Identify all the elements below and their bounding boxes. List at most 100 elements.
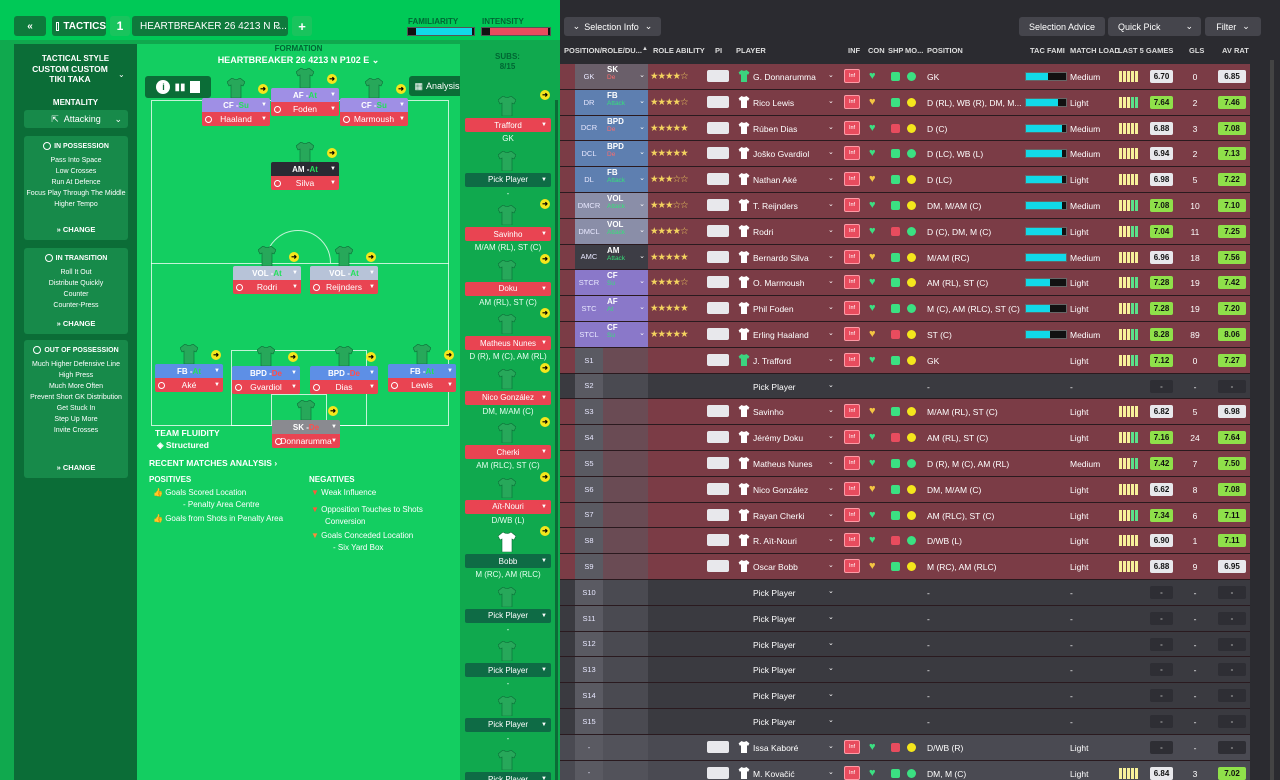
sidebar-box[interactable]: IN TRANSITION Roll It Out Distribute Quick… bbox=[24, 248, 128, 334]
back-button[interactable]: « bbox=[14, 16, 46, 36]
player-name[interactable]: J. Trafford bbox=[753, 355, 792, 366]
chevron-down-icon[interactable]: ▼ bbox=[261, 116, 267, 122]
chevron-down-icon[interactable]: ▼ bbox=[330, 166, 336, 172]
table-row[interactable]: S4 Jérémy Doku ⌄ Inf ♥ AM (RL), ST (C) Light 7.… bbox=[560, 425, 1250, 451]
player-name[interactable]: Pick Player bbox=[753, 691, 796, 702]
player-name[interactable]: Phil Foden bbox=[753, 304, 794, 315]
table-row[interactable]: S13 Pick Player ⌄ - - - - - bbox=[560, 657, 1250, 684]
arrow-instruction-icon[interactable]: ➜ bbox=[289, 252, 299, 262]
chevron-down-icon[interactable]: ▼ bbox=[447, 382, 453, 388]
pi-icon[interactable] bbox=[707, 328, 729, 340]
chevron-down-icon[interactable]: ▼ bbox=[330, 180, 336, 186]
arrow-instruction-icon[interactable]: ➜ bbox=[328, 406, 338, 416]
sub-player-button[interactable]: Pick Player ▼ bbox=[465, 663, 551, 677]
player-name[interactable]: Rúben Dias bbox=[753, 123, 798, 134]
sub-slot[interactable]: Matheus Nunes ▼ D (R), M (C), AM (RL) bbox=[465, 336, 551, 361]
player-name[interactable]: Joško Gvardiol bbox=[753, 149, 810, 160]
col-header[interactable]: GLS bbox=[1189, 46, 1205, 55]
pi-icon[interactable] bbox=[707, 534, 729, 547]
col-header[interactable]: PI bbox=[715, 46, 723, 55]
chevron-down-icon[interactable]: ⌄ bbox=[828, 691, 834, 699]
row-role[interactable]: SK De ⌄ bbox=[603, 64, 648, 89]
player-shirt-icon[interactable] bbox=[296, 399, 316, 421]
player-shirt-icon[interactable] bbox=[257, 245, 277, 267]
col-header[interactable]: MATCH LOAD bbox=[1070, 46, 1120, 55]
change-button[interactable]: » CHANGE bbox=[24, 225, 128, 234]
chevron-down-icon[interactable]: ⌄ bbox=[828, 123, 834, 131]
col-header[interactable]: INF bbox=[848, 46, 861, 55]
pi-icon[interactable] bbox=[707, 431, 729, 444]
sub-slot[interactable]: Aït-Nouri ▼ D/WB (L) bbox=[465, 499, 551, 525]
sub-slot[interactable]: Bobb ▼ M (RC), AM (RLC) bbox=[465, 554, 551, 579]
sub-slot[interactable]: Pick Player▼- bbox=[465, 172, 551, 198]
table-row[interactable]: DL FB Attack ⌄ ★★★☆☆ Nathan Aké ⌄ Inf ♥ D (LC) Lig… bbox=[560, 167, 1250, 193]
arrow-instruction-icon[interactable]: ➜ bbox=[366, 252, 376, 262]
sub-player-button[interactable]: Pick Player ▼ bbox=[465, 772, 551, 780]
chevron-down-icon[interactable]: ⌄ bbox=[828, 510, 834, 518]
pitch-player-card[interactable]: CF - Su ▼ Haaland ▼ bbox=[202, 98, 270, 126]
player-name[interactable]: Nico González bbox=[753, 484, 809, 495]
chevron-down-icon[interactable]: ▼ bbox=[369, 384, 375, 390]
player-name[interactable]: Pick Player bbox=[753, 588, 796, 598]
player-name[interactable]: Rayan Cherki bbox=[753, 510, 805, 521]
arrow-instruction-icon[interactable]: ➜ bbox=[288, 352, 298, 362]
row-role[interactable]: BPD De ⌄ bbox=[603, 115, 648, 141]
pi-icon[interactable] bbox=[707, 560, 729, 573]
col-header[interactable]: LAST 5 GAMES bbox=[1118, 46, 1174, 55]
chevron-down-icon[interactable]: ⌄ bbox=[118, 70, 125, 79]
pi-icon[interactable] bbox=[707, 199, 729, 211]
arrow-instruction-icon[interactable]: ➜ bbox=[327, 148, 337, 158]
arrow-instruction-icon[interactable]: ➜ bbox=[540, 308, 550, 318]
pi-icon[interactable] bbox=[707, 405, 729, 418]
chevron-down-icon[interactable]: ⌄ bbox=[828, 433, 834, 441]
player-name[interactable]: Pick Player bbox=[753, 665, 796, 676]
col-header[interactable]: ROLE ABILITY bbox=[653, 46, 705, 55]
chevron-down-icon[interactable]: ⌄ bbox=[828, 278, 834, 286]
pitch-player-card[interactable]: SK - De ▼ Donnarumma ▼ bbox=[272, 420, 340, 448]
sub-player-button[interactable]: Pick Player ▼ bbox=[465, 172, 551, 187]
table-row[interactable]: S12 Pick Player ⌄ - - - - - bbox=[560, 631, 1250, 658]
col-header[interactable]: CON bbox=[868, 46, 885, 55]
table-row[interactable]: STCR CF Su ⌄ ★★★★☆ O. Marmoush ⌄ Inf ♥ AM (RL), S… bbox=[560, 270, 1250, 297]
player-shirt-icon[interactable] bbox=[364, 77, 384, 99]
chevron-down-icon[interactable]: ⌄ bbox=[828, 330, 834, 337]
filter-button[interactable]: Filter ⌄ bbox=[1205, 17, 1261, 36]
sub-player-button[interactable]: Pick Player ▼ bbox=[465, 717, 551, 732]
tactic-slot-badge[interactable]: 1 bbox=[110, 16, 130, 36]
pi-icon[interactable] bbox=[707, 353, 729, 366]
chevron-down-icon[interactable]: ⌄ bbox=[828, 252, 834, 260]
player-name[interactable]: Rico Lewis bbox=[753, 97, 795, 108]
pitch-player-card[interactable]: BPD - De ▼ Gvardiol ▼ bbox=[232, 366, 300, 394]
chevron-down-icon[interactable]: ▼ bbox=[399, 102, 405, 108]
change-button[interactable]: » CHANGE bbox=[24, 463, 128, 472]
chevron-down-icon[interactable]: ⌄ bbox=[828, 201, 834, 208]
table-row[interactable]: - M. Kovačić ⌄ Inf ♥ DM, M (C) Light 6.84 3 7.02 bbox=[560, 760, 1250, 780]
chevron-down-icon[interactable]: ⌄ bbox=[828, 175, 834, 183]
chevron-down-icon[interactable]: ▼ bbox=[447, 368, 453, 374]
tactic-select[interactable]: HEARTBREAKER 26 4213 N P... ⌄ bbox=[132, 16, 288, 36]
pitch-player-card[interactable]: CF - Su ▼ Marmoush ▼ bbox=[340, 98, 408, 126]
chevron-down-icon[interactable]: ▼ bbox=[330, 92, 336, 98]
row-role[interactable]: CF Su ⌄ bbox=[603, 270, 648, 296]
chevron-down-icon[interactable]: ▼ bbox=[369, 284, 375, 290]
row-role[interactable]: VOL Attack ⌄ bbox=[603, 218, 648, 244]
player-shirt-icon[interactable] bbox=[295, 67, 315, 89]
mentality-select[interactable]: ⇱ Attacking ⌄ bbox=[24, 110, 128, 128]
sub-slot[interactable]: Pick Player▼- bbox=[465, 772, 551, 780]
sub-player-button[interactable]: Nico González ▼ bbox=[465, 390, 551, 405]
selection-advice-button[interactable]: Selection Advice bbox=[1019, 17, 1105, 36]
arrow-instruction-icon[interactable]: ➜ bbox=[540, 417, 550, 427]
sub-player-button[interactable]: Bobb ▼ bbox=[465, 554, 551, 568]
table-row[interactable]: S5 Matheus Nunes ⌄ Inf ♥ D (R), M (C), AM (RL… bbox=[560, 451, 1250, 477]
selection-info-select[interactable]: ⌄ Selection Info ⌄ bbox=[564, 17, 661, 36]
pi-icon[interactable] bbox=[707, 95, 729, 108]
pi-icon[interactable] bbox=[707, 740, 729, 753]
chevron-down-icon[interactable]: ▼ bbox=[214, 382, 220, 388]
player-name[interactable]: Rodri bbox=[753, 226, 774, 237]
table-scrollbar[interactable] bbox=[1270, 60, 1274, 780]
player-name[interactable]: Oscar Bobb bbox=[753, 562, 798, 573]
chevron-down-icon[interactable]: ⌄ bbox=[828, 355, 834, 363]
arrow-instruction-icon[interactable]: ➜ bbox=[444, 350, 454, 360]
player-shirt-icon[interactable] bbox=[295, 141, 315, 163]
tactical-style-name[interactable]: CUSTOM CUSTOM TIKI TAKA bbox=[32, 64, 108, 84]
